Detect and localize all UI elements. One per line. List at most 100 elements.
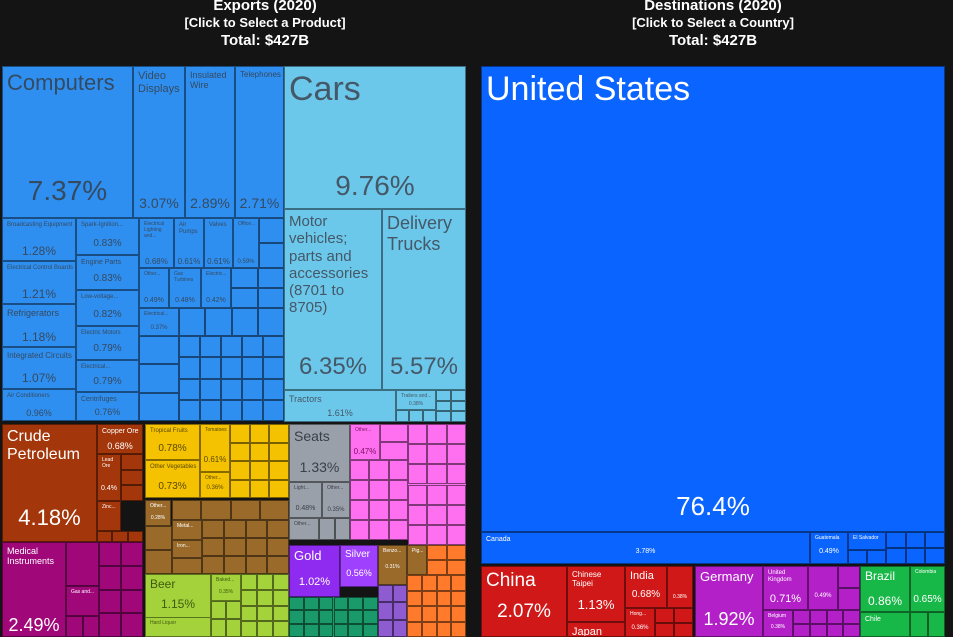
beverages-small-tiles-cell[interactable] <box>211 601 226 619</box>
europe-small-tiles-cell[interactable] <box>826 623 844 637</box>
destination-tile-guatemala[interactable]: Guatemala 0.49% <box>810 532 848 564</box>
export-tile-refrigerators[interactable]: Refrigerators 1.18% <box>2 304 76 347</box>
vegetable-small-tiles-cell[interactable] <box>249 442 270 461</box>
export-tile-seats[interactable]: Seats 1.33% <box>289 424 350 482</box>
beverages-small-tiles-cell[interactable] <box>241 621 257 637</box>
export-tile-spark-ignition[interactable]: Spark-Ignition... 0.83% <box>76 218 139 255</box>
machines-small-tiles-cell[interactable] <box>200 357 221 379</box>
chemicals-small-tiles-cell[interactable] <box>318 610 334 624</box>
foodstuffs-small-tiles[interactable] <box>172 558 202 574</box>
destination-tile-united-kingdom[interactable]: United Kingdom 0.71% <box>763 566 808 610</box>
foodstuffs-small-tiles-cell[interactable] <box>245 520 268 538</box>
other-small-tiles[interactable] <box>407 575 466 637</box>
export-tile-delivery-trucks[interactable]: Delivery Trucks 5.57% <box>382 209 466 390</box>
plastics-small-tiles-cell[interactable] <box>427 444 447 465</box>
other-small-tiles-cell[interactable] <box>436 590 452 606</box>
beverages-small-tiles-cell[interactable] <box>226 601 241 619</box>
minerals-small-tiles-cell[interactable] <box>112 531 128 542</box>
asia-small-tiles-cell[interactable] <box>674 608 693 623</box>
chemicals-small-tiles-cell[interactable] <box>333 623 349 637</box>
europe-small-tiles[interactable] <box>793 610 860 637</box>
plastics-small-tiles-cell[interactable] <box>388 500 408 520</box>
foodstuffs-small-tiles-cell[interactable] <box>245 556 268 574</box>
other-small-tiles-cell[interactable] <box>421 590 437 606</box>
plastics-small-tiles-cell[interactable] <box>446 464 466 485</box>
export-tile-motor-vehicles-parts-and-accessories-8701-to-8705[interactable]: Motor vehicles; parts and accessories (8… <box>284 209 382 390</box>
export-tile-trailers-and[interactable]: Trailers and... 0.38% <box>396 390 436 410</box>
instruments-small-tiles[interactable] <box>66 542 99 586</box>
plastics-small-tiles-cell[interactable] <box>446 484 466 505</box>
vegetable-small-tiles-cell[interactable] <box>249 479 270 498</box>
foodstuffs-small-tiles[interactable] <box>202 520 289 574</box>
instruments-small-tiles-cell[interactable] <box>121 589 143 614</box>
plastics-small-tiles-cell[interactable] <box>350 500 370 520</box>
export-tile-gas-and[interactable]: Gas and... <box>66 586 99 616</box>
vegetable-small-tiles-cell[interactable] <box>249 461 270 480</box>
foodstuffs-small-tiles-cell[interactable] <box>223 556 246 574</box>
machines-small-tiles-cell[interactable] <box>139 364 179 393</box>
north-america-small-tiles[interactable] <box>848 550 886 564</box>
beverages-small-tiles-cell[interactable] <box>257 589 273 606</box>
destination-tile-canada[interactable]: Canada 3.78% <box>481 532 810 564</box>
export-tile-broadcasting-equipment[interactable]: Broadcasting Equipment 1.28% <box>2 218 76 261</box>
export-tile-light[interactable]: Light... 0.48% <box>289 482 322 518</box>
beverages-small-tiles-cell[interactable] <box>241 589 257 606</box>
transport-small-tiles[interactable] <box>396 410 436 422</box>
export-tile-other[interactable]: Other... 0.28% <box>145 500 171 526</box>
minerals-small-tiles-cell[interactable] <box>127 531 143 542</box>
plastics-small-tiles-cell[interactable] <box>408 464 428 485</box>
beverages-small-tiles-cell[interactable] <box>273 574 289 590</box>
foodstuffs-small-tiles-cell[interactable] <box>201 500 231 520</box>
beverages-small-tiles-cell[interactable] <box>273 621 289 637</box>
instruments-small-tiles-cell[interactable] <box>121 565 143 590</box>
export-tile-engine-parts[interactable]: Engine Parts 0.83% <box>76 255 139 290</box>
machines-small-tiles-cell[interactable] <box>205 308 232 336</box>
other-small-tiles-cell[interactable] <box>451 575 466 591</box>
machines-small-tiles-cell[interactable] <box>221 399 242 421</box>
foodstuffs-small-tiles-cell[interactable] <box>267 538 289 556</box>
other-small-tiles-cell[interactable] <box>451 621 466 637</box>
instruments-small-tiles[interactable] <box>66 616 99 637</box>
plastics-small-tiles-cell[interactable] <box>446 444 466 465</box>
beverages-small-tiles[interactable] <box>211 601 241 637</box>
export-tile-electrical[interactable]: Electrical... 0.37% <box>139 308 179 336</box>
metals-small-tiles-cell[interactable] <box>378 602 393 620</box>
foodstuffs-small-tiles-cell[interactable] <box>202 538 224 556</box>
destination-tile-unlabeled[interactable]: 0.38% <box>667 566 693 608</box>
machines-small-tiles-cell[interactable] <box>221 357 242 379</box>
destination-tile-hong[interactable]: Hong... 0.36% <box>625 608 655 637</box>
destination-tile-brazil[interactable]: Brazil 0.86% <box>860 566 910 612</box>
europe-small-tiles-cell[interactable] <box>809 610 827 624</box>
metals-small-tiles-cell[interactable] <box>378 585 393 603</box>
minerals-small-tiles[interactable] <box>97 531 143 542</box>
beverages-small-tiles-cell[interactable] <box>241 605 257 622</box>
plastics-small-tiles[interactable] <box>350 460 408 540</box>
plastics-small-tiles-cell[interactable] <box>369 480 389 500</box>
destination-tile-chinese-taipei[interactable]: Chinese Taipei 1.13% <box>567 566 625 622</box>
plastics-small-tiles-cell[interactable] <box>350 480 370 500</box>
transport-small-tiles-cell[interactable] <box>436 411 451 422</box>
asia-small-tiles-cell[interactable] <box>655 622 674 637</box>
textiles-small-tiles[interactable] <box>319 518 350 540</box>
instruments-small-tiles-cell[interactable] <box>99 589 121 614</box>
destination-tile-japan[interactable]: Japan <box>567 622 625 637</box>
transport-small-tiles-cell[interactable] <box>451 400 466 412</box>
select-country-link[interactable]: [Click to Select a Country] <box>632 15 794 30</box>
south-america-small-tiles[interactable] <box>910 612 945 637</box>
export-tile-low-voltage[interactable]: Low-voltage... 0.82% <box>76 290 139 326</box>
plastics-small-tiles-cell[interactable] <box>350 460 370 480</box>
instruments-small-tiles-cell[interactable] <box>121 613 143 637</box>
plastics-small-tiles-cell[interactable] <box>408 504 428 525</box>
export-tile-lead-ore[interactable]: Lead Ore 0.4% <box>97 454 121 501</box>
foodstuffs-small-tiles[interactable] <box>172 500 289 520</box>
chemicals-small-tiles-cell[interactable] <box>289 597 304 611</box>
export-tile-metal[interactable]: Metal... <box>172 520 202 540</box>
plastics-small-tiles-cell[interactable] <box>408 444 428 465</box>
foodstuffs-small-tiles-cell[interactable] <box>172 500 202 520</box>
export-tile-other[interactable]: Other... 0.49% <box>139 268 169 308</box>
beverages-small-tiles-cell[interactable] <box>211 619 226 637</box>
vegetable-small-tiles-cell[interactable] <box>230 479 250 498</box>
other-small-tiles-cell[interactable] <box>451 606 466 622</box>
machines-small-tiles-cell[interactable] <box>179 308 206 336</box>
transport-small-tiles-cell[interactable] <box>436 400 451 412</box>
